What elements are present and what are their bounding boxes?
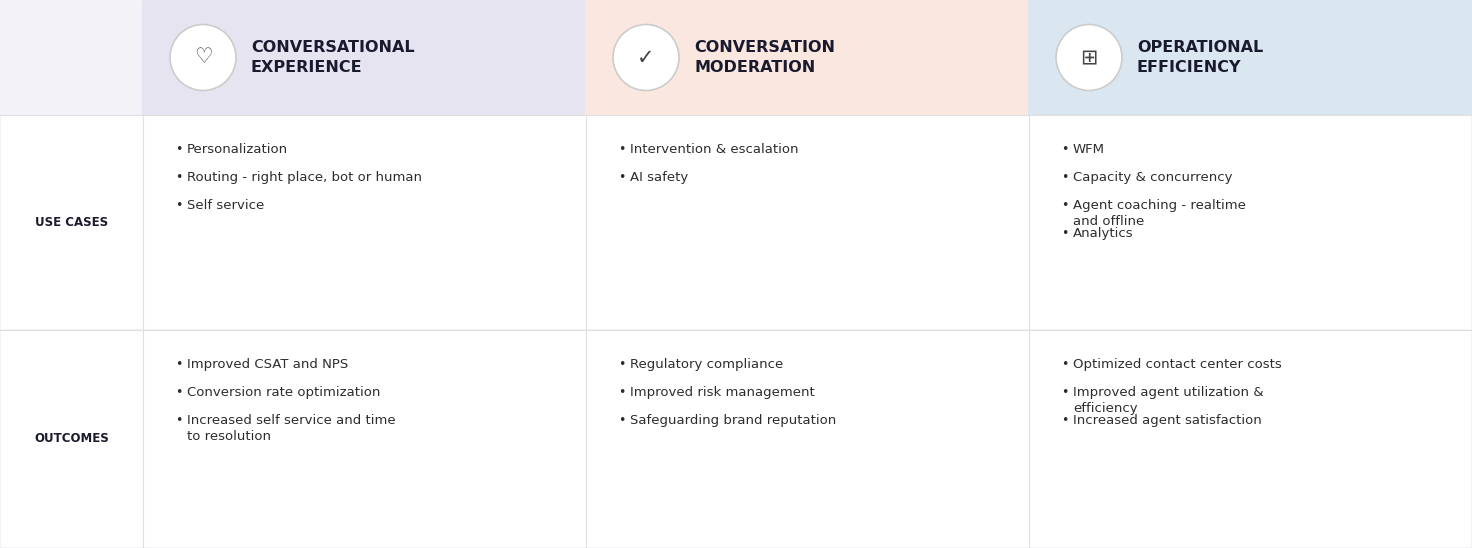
Text: •: • [175,199,183,212]
Text: OUTCOMES: OUTCOMES [34,432,109,446]
Text: •: • [175,414,183,427]
Text: Improved agent utilization &
efficiency: Improved agent utilization & efficiency [1073,386,1263,415]
Text: •: • [618,143,626,156]
Text: •: • [1061,227,1069,240]
Text: ♡: ♡ [194,48,212,67]
Text: •: • [1061,386,1069,399]
Text: Improved CSAT and NPS: Improved CSAT and NPS [187,358,349,371]
FancyBboxPatch shape [584,0,1030,116]
Text: •: • [175,358,183,371]
Text: Conversion rate optimization: Conversion rate optimization [187,386,380,399]
Circle shape [169,25,236,90]
Circle shape [612,25,679,90]
Text: Routing - right place, bot or human: Routing - right place, bot or human [187,171,422,184]
Text: •: • [1061,143,1069,156]
Text: Regulatory compliance: Regulatory compliance [630,358,783,371]
Text: Increased self service and time
to resolution: Increased self service and time to resol… [187,414,396,443]
Text: ⊞: ⊞ [1080,48,1098,67]
Text: CONVERSATIONAL
EXPERIENCE: CONVERSATIONAL EXPERIENCE [252,39,415,76]
Text: WFM: WFM [1073,143,1105,156]
Text: •: • [175,171,183,184]
FancyBboxPatch shape [141,0,587,116]
Text: •: • [1061,358,1069,371]
Text: •: • [1061,414,1069,427]
Text: •: • [1061,171,1069,184]
Text: Capacity & concurrency: Capacity & concurrency [1073,171,1232,184]
Text: CONVERSATION
MODERATION: CONVERSATION MODERATION [693,39,835,76]
Text: OPERATIONAL
EFFICIENCY: OPERATIONAL EFFICIENCY [1136,39,1263,76]
Text: USE CASES: USE CASES [35,216,107,229]
Text: •: • [618,171,626,184]
FancyBboxPatch shape [1,331,1471,547]
Text: Improved risk management: Improved risk management [630,386,814,399]
Text: •: • [175,143,183,156]
Text: Analytics: Analytics [1073,227,1133,240]
FancyBboxPatch shape [1027,0,1472,116]
Circle shape [1055,25,1122,90]
FancyBboxPatch shape [1,116,1471,329]
Text: Agent coaching - realtime
and offline: Agent coaching - realtime and offline [1073,199,1245,228]
Text: •: • [618,386,626,399]
Text: ✓: ✓ [637,48,655,67]
Text: Personalization: Personalization [187,143,289,156]
Text: Self service: Self service [187,199,265,212]
Text: Safeguarding brand reputation: Safeguarding brand reputation [630,414,836,427]
Text: •: • [1061,199,1069,212]
Text: •: • [618,358,626,371]
Text: Intervention & escalation: Intervention & escalation [630,143,798,156]
Text: Optimized contact center costs: Optimized contact center costs [1073,358,1282,371]
Text: •: • [175,386,183,399]
Text: Increased agent satisfaction: Increased agent satisfaction [1073,414,1262,427]
Text: AI safety: AI safety [630,171,689,184]
Text: •: • [618,414,626,427]
